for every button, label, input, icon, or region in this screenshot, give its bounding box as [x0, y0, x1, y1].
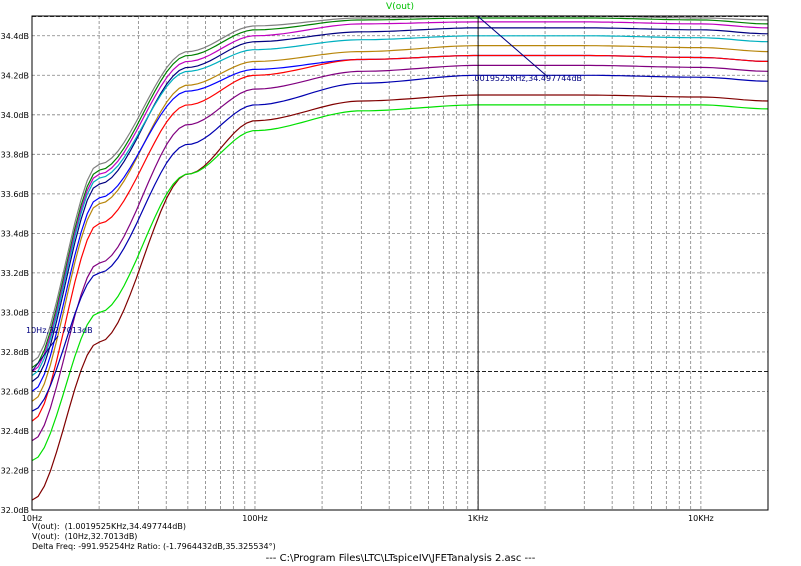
y-tick-label: 33.4dB [1, 229, 29, 238]
y-tick-label: 34.0dB [1, 111, 29, 120]
cursor-1-pointer [477, 16, 549, 78]
y-tick-label: 33.8dB [1, 150, 29, 159]
cursor-1-label: .0019525KHz,34.497744dB [472, 74, 582, 83]
y-tick-label: 33.6dB [1, 190, 29, 199]
y-tick-label: 34.2dB [1, 71, 29, 80]
y-tick-label: 32.0dB [1, 506, 29, 515]
series-line-12 [31, 104, 769, 462]
y-tick-label: 32.4dB [1, 427, 29, 436]
x-tick-label: 1KHz [468, 514, 489, 523]
y-tick-label: 32.2dB [1, 466, 29, 475]
series-line-9 [31, 64, 769, 442]
series-line-11 [31, 94, 769, 501]
series-line-8 [31, 54, 768, 422]
cursor-2-label: 10Hz,32.7013dB [26, 326, 93, 335]
series-line-5 [31, 35, 769, 377]
series-line-3 [31, 21, 769, 373]
y-tick-label: 33.2dB [1, 269, 29, 278]
y-tick-label: 32.8dB [1, 348, 29, 357]
series-line-1 [31, 15, 769, 363]
y-tick-label: 34.4dB [1, 32, 29, 41]
x-tick-label: 10Hz [22, 514, 42, 523]
y-tick-label: 33.0dB [1, 308, 29, 317]
cursor-readout-2: V(out): (10Hz,32.7013dB) [32, 532, 138, 541]
cursor-readout-1: V(out): (1.0019525KHz,34.497744dB) [32, 522, 186, 531]
x-tick-label: 10KHz [688, 514, 714, 523]
cursor-2-pointer [31, 335, 59, 372]
plot-background [32, 16, 768, 510]
y-tick-label: 32.6dB [1, 387, 29, 396]
series-line-6 [31, 45, 769, 402]
x-tick-label: 100Hz [242, 514, 267, 523]
delta-readout: Delta Freq: -991.95254Hz Ratio: (-1.7964… [32, 542, 276, 551]
plot-frame [31, 15, 769, 511]
series-line-2 [31, 17, 769, 369]
series-line-10 [31, 74, 769, 412]
file-path-footer: --- C:\Program Files\LTC\LTspiceIV\JFETa… [265, 553, 536, 564]
chart-title: V(out) [386, 2, 414, 12]
